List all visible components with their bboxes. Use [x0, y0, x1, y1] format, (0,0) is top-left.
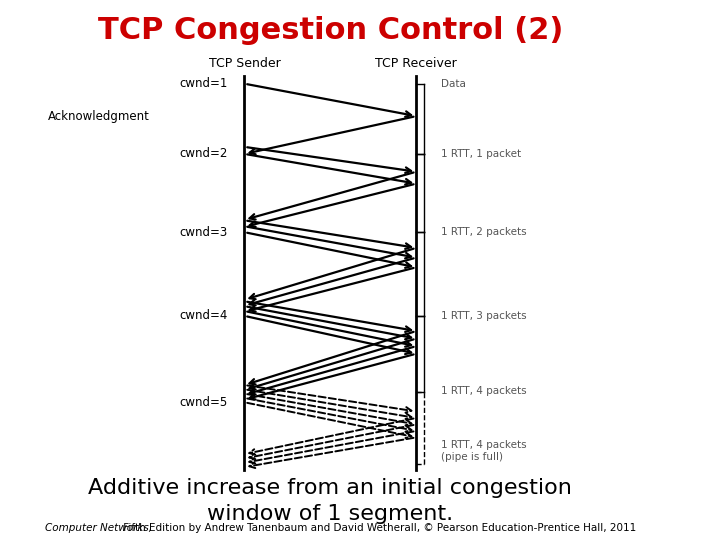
- Text: TCP Congestion Control (2): TCP Congestion Control (2): [98, 16, 563, 45]
- Text: cwnd=1: cwnd=1: [179, 77, 228, 90]
- Text: 1 RTT, 2 packets: 1 RTT, 2 packets: [441, 227, 527, 237]
- Text: TCP Receiver: TCP Receiver: [375, 57, 457, 70]
- Text: TCP Sender: TCP Sender: [209, 57, 280, 70]
- Text: Data: Data: [441, 79, 467, 89]
- Text: cwnd=4: cwnd=4: [179, 309, 228, 322]
- Text: cwnd=2: cwnd=2: [179, 147, 228, 160]
- Text: Acknowledgment: Acknowledgment: [48, 110, 150, 123]
- Text: Fifth Edition by Andrew Tanenbaum and David Wetherall, © Pearson Education-Prent: Fifth Edition by Andrew Tanenbaum and Da…: [120, 523, 636, 533]
- Text: 1 RTT, 4 packets
(pipe is full): 1 RTT, 4 packets (pipe is full): [441, 440, 527, 462]
- Text: 1 RTT, 3 packets: 1 RTT, 3 packets: [441, 311, 527, 321]
- Text: 1 RTT, 4 packets: 1 RTT, 4 packets: [441, 387, 527, 396]
- Text: Computer Networks,: Computer Networks,: [45, 523, 152, 533]
- Text: Additive increase from an initial congestion
window of 1 segment.: Additive increase from an initial conges…: [89, 478, 572, 524]
- Text: cwnd=5: cwnd=5: [180, 396, 228, 409]
- Text: 1 RTT, 1 packet: 1 RTT, 1 packet: [441, 149, 521, 159]
- Text: cwnd=3: cwnd=3: [180, 226, 228, 239]
